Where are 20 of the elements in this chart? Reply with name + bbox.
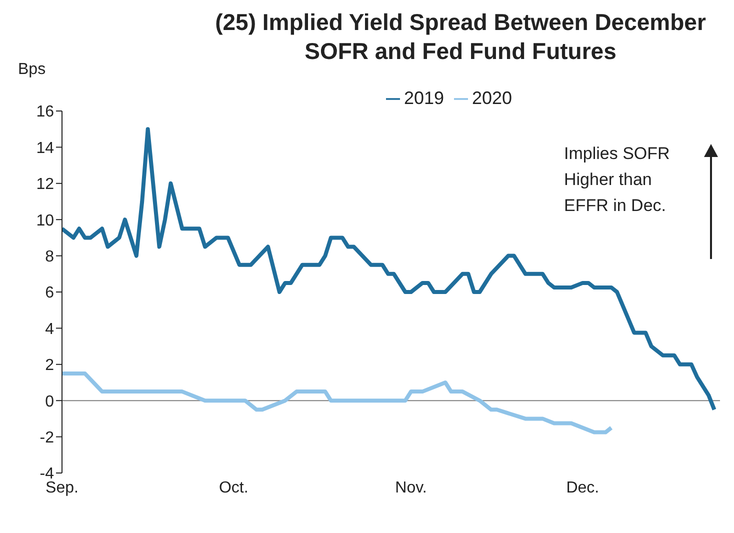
x-tick-label: Nov. — [395, 479, 427, 496]
annotation: Implies SOFR Higher than EFFR in Dec. — [564, 143, 671, 217]
y-tick-label: -2 — [40, 429, 54, 446]
y-tick-label: 6 — [45, 284, 54, 302]
y-tick-label: 10 — [36, 212, 54, 230]
x-tick-label: Oct. — [218, 479, 248, 496]
y-tick-label: 2 — [45, 357, 54, 374]
line-series — [62, 371, 614, 434]
y-tick-label: 12 — [36, 176, 54, 194]
y-tick-label: 14 — [36, 140, 54, 157]
y-tick-label: 8 — [45, 248, 54, 266]
chart-title: (25) Implied Yield Spread Between December SOFR and Fed Fund Futures — [214, 8, 707, 66]
y-tick-label: 0 — [45, 393, 54, 410]
x-tick-label: Dec. — [566, 479, 600, 496]
legend-label: 2020 — [472, 88, 512, 108]
y-axis-title: Bps — [18, 61, 46, 79]
y-tick-label: 4 — [45, 320, 54, 338]
y-tick-label: 16 — [36, 104, 54, 121]
line-series — [62, 127, 716, 412]
legend-label: 2019 — [404, 88, 444, 108]
